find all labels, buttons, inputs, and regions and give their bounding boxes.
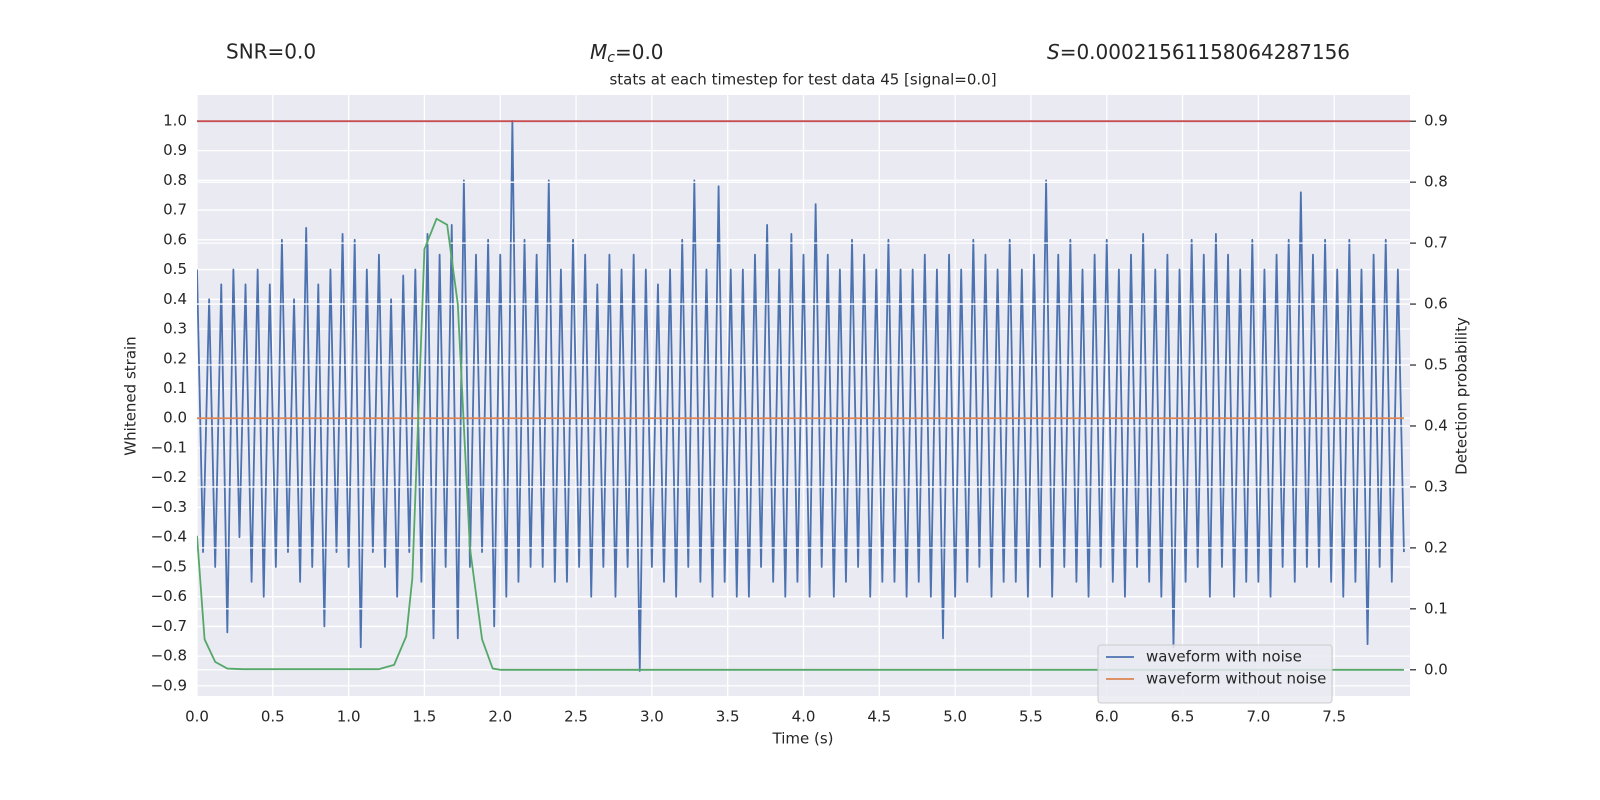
plot-area (197, 119, 1410, 672)
mass-symbol: M (590, 40, 607, 64)
x-axis-label: Time (s) (772, 730, 834, 748)
y2-tick-label: 0.2 (1424, 538, 1448, 556)
series-line (197, 217, 1404, 671)
y-tick-label: 0.4 (163, 290, 187, 308)
x-tick-label: 6.0 (1095, 708, 1119, 726)
y-tick-label: 0.2 (163, 349, 187, 367)
y-tick-label: 1.0 (163, 111, 187, 129)
x-tick-label: 2.0 (488, 708, 512, 726)
s-text: =0.00021561158064287156 (1060, 40, 1350, 64)
mass-text: =0.0 (615, 40, 664, 64)
x-tick-label: 3.5 (716, 708, 740, 726)
x-tick-label: 5.5 (1019, 708, 1043, 726)
y-tick-label: 0.5 (163, 260, 187, 278)
y-tick-label: −0.7 (151, 617, 187, 635)
y2-tick-label: 0.1 (1424, 599, 1448, 617)
y2-tick-label: 0.7 (1424, 234, 1448, 252)
chart-title: stats at each timestep for test data 45 … (609, 71, 996, 89)
s-annotation: S=0.00021561158064287156 (1047, 40, 1350, 64)
y2-tick-label: 0.5 (1424, 356, 1448, 374)
legend-label: waveform without noise (1146, 670, 1326, 688)
y-tick-label: −0.9 (151, 676, 187, 694)
y-tick-label: 0.7 (163, 201, 187, 219)
x-tick-label: 2.5 (564, 708, 588, 726)
y-tick-label: −0.1 (151, 438, 187, 456)
y2-tick-label: 0.4 (1424, 416, 1448, 434)
y-tick-label: 0.3 (163, 320, 187, 338)
y2-tick-label: 0.9 (1424, 112, 1448, 130)
y2-tick-label: 0.0 (1424, 660, 1448, 678)
y-tick-label: 0.8 (163, 171, 187, 189)
y-tick-label: 0.0 (163, 409, 187, 427)
y-tick-label: 0.6 (163, 230, 187, 248)
s-symbol: S (1047, 40, 1060, 64)
y-tick-label: −0.4 (151, 528, 187, 546)
y-tick-label: −0.5 (151, 557, 187, 575)
x-tick-label: 3.0 (640, 708, 664, 726)
x-tick-label: 1.0 (337, 708, 361, 726)
snr-annotation: SNR=0.0 (226, 40, 316, 64)
x-tick-label: 5.0 (943, 708, 967, 726)
x-tick-label: 1.5 (413, 708, 437, 726)
x-tick-label: 7.5 (1322, 708, 1346, 726)
x-tick-label: 7.0 (1246, 708, 1270, 726)
x-tick-label: 0.0 (185, 708, 209, 726)
y2-tick-label: 0.8 (1424, 173, 1448, 191)
y-tick-label: −0.8 (151, 647, 187, 665)
y-tick-label: −0.2 (151, 468, 187, 486)
mass-subscript: c (607, 50, 615, 66)
y2-tick-label: 0.6 (1424, 295, 1448, 313)
y-tick-label: 0.9 (163, 141, 187, 159)
mass-annotation: Mc=0.0 (590, 40, 664, 67)
x-tick-label: 0.5 (261, 708, 285, 726)
y2-tick-label: 0.3 (1424, 477, 1448, 495)
y-axis-label: Whitened strain (122, 336, 140, 455)
legend-label: waveform with noise (1146, 648, 1302, 666)
y-tick-label: −0.6 (151, 587, 187, 605)
y-tick-label: −0.3 (151, 498, 187, 516)
x-tick-label: 4.5 (867, 708, 891, 726)
y2-axis-label: Detection probability (1453, 317, 1471, 475)
y-tick-label: 0.1 (163, 379, 187, 397)
x-tick-label: 6.5 (1171, 708, 1195, 726)
legend-box (1097, 644, 1333, 704)
x-tick-label: 4.0 (792, 708, 816, 726)
